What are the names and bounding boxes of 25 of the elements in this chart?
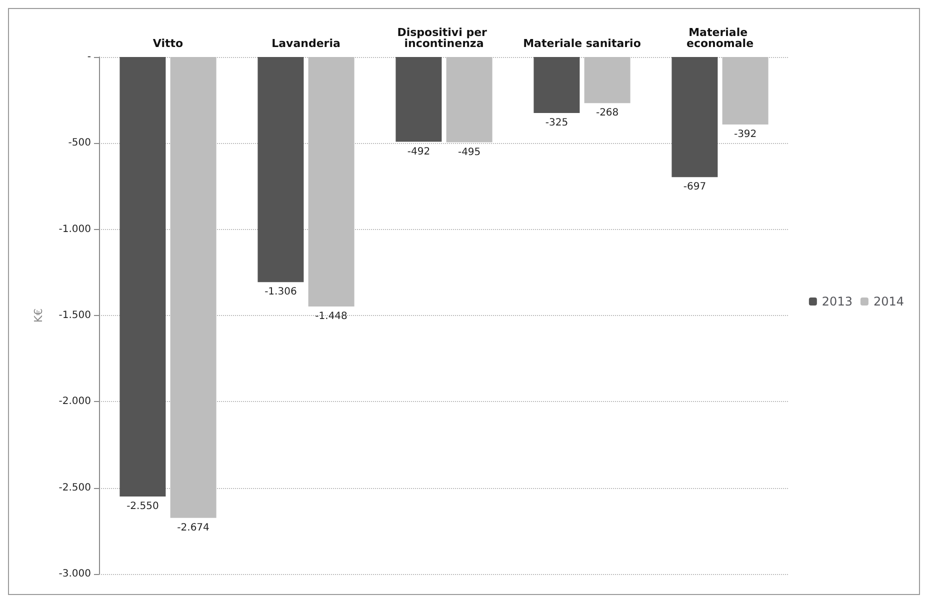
data-label: -268	[596, 108, 619, 119]
data-label: -495	[458, 146, 481, 158]
y-tick-label: -1.500	[58, 310, 91, 321]
y-tick-label: -500	[68, 138, 91, 149]
data-label: -2.674	[177, 522, 210, 534]
x-tick-label: Vitto	[152, 37, 184, 50]
legend-label: 2013	[822, 294, 852, 308]
data-label: -1.448	[315, 311, 348, 322]
legend-label: 2014	[873, 294, 904, 308]
y-tick-label: -2.500	[58, 482, 91, 494]
y-tick-label: -2.000	[58, 396, 91, 408]
x-tick-label: Materiale economale	[686, 26, 754, 50]
x-tick-label: Lavanderia	[272, 37, 340, 50]
y-tick-label: -	[87, 52, 92, 62]
data-label: -697	[683, 182, 706, 193]
x-tick-label: Materiale sanitario	[523, 37, 642, 50]
data-label: -492	[407, 146, 430, 158]
data-label: -325	[545, 118, 568, 129]
data-label: -392	[734, 129, 757, 140]
y-axis-title: K€	[32, 308, 45, 323]
data-label: -1.306	[264, 286, 297, 298]
y-tick-label: -3.000	[58, 568, 91, 580]
data-label: -2.550	[126, 500, 159, 512]
y-tick-label: -1.000	[58, 224, 91, 235]
x-tick-label: Dispositivi per incontinenza	[397, 26, 491, 50]
